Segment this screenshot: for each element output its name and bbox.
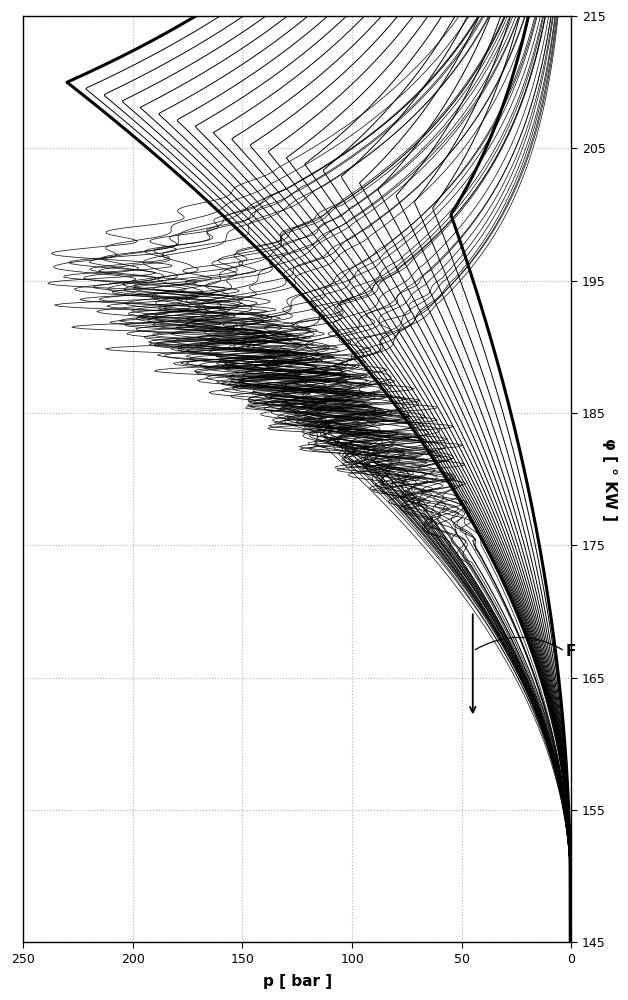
X-axis label: p [ bar ]: p [ bar ] (263, 974, 332, 989)
Text: F: F (565, 644, 576, 659)
Y-axis label: φ [ ° KW ]: φ [ ° KW ] (602, 438, 617, 521)
